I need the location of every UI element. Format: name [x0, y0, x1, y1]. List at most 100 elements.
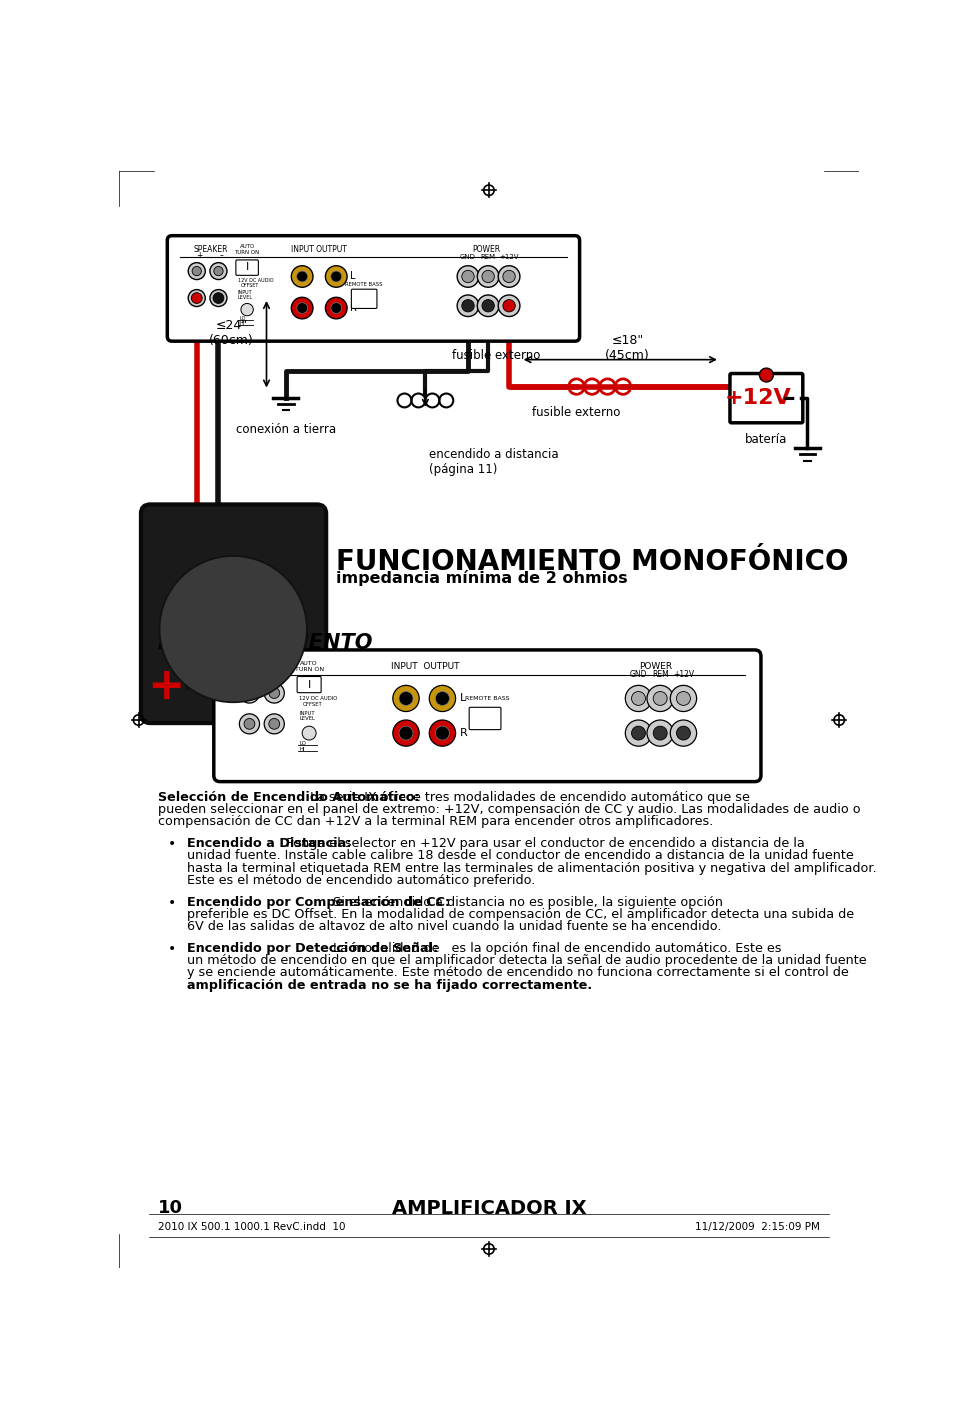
- Text: 12V DC AUDIO: 12V DC AUDIO: [237, 278, 274, 282]
- Text: pueden seleccionar en el panel de extremo: +12V, compensación de CC y audio. Las: pueden seleccionar en el panel de extrem…: [158, 804, 860, 817]
- Circle shape: [213, 266, 223, 275]
- Text: OFFSET: OFFSET: [303, 703, 322, 707]
- Text: +12V: +12V: [498, 254, 518, 261]
- Circle shape: [269, 688, 279, 698]
- Text: compensación de CC dan +12V a la terminal REM para encender otros amplificadores: compensación de CC dan +12V a la termina…: [158, 815, 713, 828]
- Circle shape: [497, 265, 519, 288]
- Text: SPEAKER: SPEAKER: [193, 245, 228, 254]
- Circle shape: [296, 271, 307, 282]
- Text: impedancia mínima de 2 ohmios: impedancia mínima de 2 ohmios: [335, 570, 627, 586]
- Text: LEVEL: LEVEL: [298, 715, 314, 721]
- Text: GND: GND: [459, 254, 476, 261]
- Text: POWER: POWER: [639, 661, 672, 671]
- Circle shape: [429, 685, 456, 711]
- Text: OFFSET: OFFSET: [241, 284, 259, 288]
- Circle shape: [393, 685, 418, 711]
- Circle shape: [759, 368, 773, 382]
- Text: AMPLIFICADOR IX: AMPLIFICADOR IX: [391, 1198, 586, 1218]
- Text: I: I: [245, 262, 249, 272]
- Text: Si el encendido a distancia no es posible, la siguiente opción: Si el encendido a distancia no es posibl…: [329, 895, 722, 909]
- Text: 2010 IX 500.1 1000.1 RevC.indd  10: 2010 IX 500.1 1000.1 RevC.indd 10: [158, 1223, 345, 1233]
- Text: •: •: [168, 895, 176, 909]
- Text: •: •: [168, 836, 176, 851]
- Circle shape: [291, 298, 313, 319]
- Text: La serie IX ofrece tres modalidades de encendido automático que se: La serie IX ofrece tres modalidades de e…: [306, 791, 749, 804]
- Circle shape: [213, 294, 223, 302]
- Text: LEVEL: LEVEL: [237, 295, 253, 299]
- Text: Selección de Encendido Automático:: Selección de Encendido Automático:: [158, 791, 419, 804]
- Text: 6V de las salidas de altavoz de alto nivel cuando la unidad fuente se ha encendi: 6V de las salidas de altavoz de alto niv…: [187, 921, 721, 933]
- Text: +12V: +12V: [672, 670, 693, 680]
- Text: INPUT: INPUT: [298, 711, 314, 715]
- Circle shape: [291, 265, 313, 288]
- Circle shape: [241, 304, 253, 316]
- Circle shape: [476, 265, 498, 288]
- Text: I: I: [307, 680, 311, 690]
- Circle shape: [670, 720, 696, 747]
- Text: AUTO
TURN ON: AUTO TURN ON: [294, 661, 323, 671]
- Circle shape: [179, 576, 287, 683]
- Text: ≤24"
(60cm): ≤24" (60cm): [209, 319, 253, 346]
- Circle shape: [325, 265, 347, 288]
- Circle shape: [393, 720, 418, 747]
- Text: HI: HI: [239, 321, 244, 326]
- Text: INPUT  OUTPUT: INPUT OUTPUT: [391, 661, 459, 671]
- Text: fusible externo: fusible externo: [532, 406, 620, 419]
- Text: +: +: [249, 668, 254, 677]
- Circle shape: [497, 295, 519, 316]
- Circle shape: [646, 685, 673, 711]
- Text: HI: HI: [299, 747, 305, 752]
- Text: REM: REM: [651, 670, 668, 680]
- FancyBboxPatch shape: [729, 373, 802, 423]
- Text: batería: batería: [744, 433, 787, 446]
- Text: FUNCIONAMIENTO: FUNCIONAMIENTO: [158, 633, 374, 653]
- FancyBboxPatch shape: [213, 650, 760, 781]
- FancyBboxPatch shape: [469, 707, 500, 730]
- Text: •: •: [168, 942, 176, 956]
- FancyBboxPatch shape: [141, 504, 326, 722]
- Text: –: –: [274, 668, 278, 677]
- Text: S: S: [221, 613, 245, 646]
- Text: L: L: [350, 272, 355, 282]
- Text: GND: GND: [629, 670, 646, 680]
- Circle shape: [264, 683, 284, 703]
- Circle shape: [296, 302, 307, 314]
- Text: y se enciende automáticamente. Este método de encendido no funciona correctament: y se enciende automáticamente. Este méto…: [187, 966, 848, 979]
- Circle shape: [302, 727, 315, 740]
- Circle shape: [239, 714, 259, 734]
- Text: 12V DC AUDIO: 12V DC AUDIO: [298, 695, 337, 701]
- Circle shape: [239, 683, 259, 703]
- Circle shape: [481, 271, 494, 282]
- Circle shape: [670, 685, 696, 711]
- Circle shape: [502, 271, 515, 282]
- Text: ≤18"
(45cm): ≤18" (45cm): [604, 333, 649, 362]
- Circle shape: [210, 289, 227, 306]
- Circle shape: [331, 302, 341, 314]
- Text: woofer: woofer: [212, 728, 254, 741]
- Circle shape: [192, 294, 201, 302]
- Text: hasta la terminal etiquetada REM entre las terminales de alimentación positiva y: hasta la terminal etiquetada REM entre l…: [187, 862, 876, 875]
- Circle shape: [429, 720, 456, 747]
- Circle shape: [461, 271, 474, 282]
- Circle shape: [398, 727, 413, 740]
- Text: preferible es DC Offset. En la modalidad de compensación de CC, el amplificador : preferible es DC Offset. En la modalidad…: [187, 908, 854, 921]
- Text: unidad fuente. Instale cable calibre 18 desde el conductor de encendido a distan: unidad fuente. Instale cable calibre 18 …: [187, 849, 853, 862]
- Text: +: +: [196, 251, 203, 261]
- Circle shape: [435, 691, 449, 705]
- FancyBboxPatch shape: [235, 259, 258, 275]
- Circle shape: [244, 688, 254, 698]
- Text: –: –: [182, 665, 203, 708]
- Text: amplificación de entrada no se ha fijado correctamente.: amplificación de entrada no se ha fijado…: [187, 979, 592, 992]
- Text: Encendido a Distancia:: Encendido a Distancia:: [187, 836, 352, 851]
- Circle shape: [192, 266, 201, 275]
- Circle shape: [213, 292, 224, 304]
- Text: INPUT: INPUT: [237, 291, 253, 295]
- Circle shape: [481, 299, 494, 312]
- Text: 10: 10: [158, 1198, 183, 1217]
- Text: un método de encendido en que el amplificador detecta la señal de audio proceden: un método de encendido en que el amplifi…: [187, 955, 866, 968]
- Circle shape: [269, 718, 279, 730]
- Text: +: +: [147, 665, 184, 708]
- Circle shape: [244, 718, 254, 730]
- Circle shape: [653, 691, 666, 705]
- Circle shape: [476, 295, 498, 316]
